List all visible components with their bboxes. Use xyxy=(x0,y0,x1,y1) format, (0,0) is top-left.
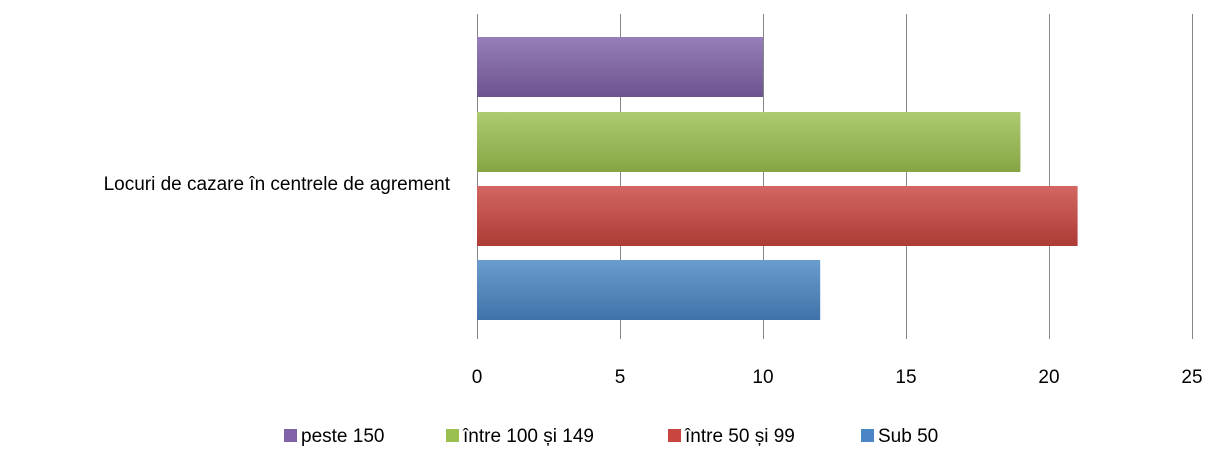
legend-swatch xyxy=(668,429,681,442)
legend-label: între 50 și 99 xyxy=(684,426,795,447)
bar-peste-150 xyxy=(477,37,763,97)
category-label: Locuri de cazare în centrele de agrement xyxy=(104,174,451,195)
bar-între-50-și-99 xyxy=(477,186,1078,246)
legend-label: între 100 și 149 xyxy=(462,426,594,447)
x-tick-label: 10 xyxy=(752,367,773,388)
x-tick-label: 15 xyxy=(895,367,916,388)
x-tick-label: 25 xyxy=(1181,367,1202,388)
legend: peste 150 între 100 și 149 între 50 și 99 S… xyxy=(284,426,938,447)
x-tick-label: 20 xyxy=(1038,367,1059,388)
x-tick-label: 0 xyxy=(472,367,483,388)
legend-swatch xyxy=(446,429,459,442)
legend-swatch xyxy=(284,429,297,442)
legend-label: peste 150 xyxy=(301,426,384,447)
bar-între-100-și-149 xyxy=(477,112,1021,172)
bars xyxy=(477,37,1078,320)
legend-label: Sub 50 xyxy=(878,426,938,447)
bar-sub-50 xyxy=(477,260,821,320)
x-axis-ticks: 0 5 10 15 20 25 xyxy=(472,367,1203,388)
x-tick-label: 5 xyxy=(615,367,626,388)
legend-swatch xyxy=(861,429,874,442)
y-axis-categories: Locuri de cazare în centrele de agrement xyxy=(104,174,451,195)
